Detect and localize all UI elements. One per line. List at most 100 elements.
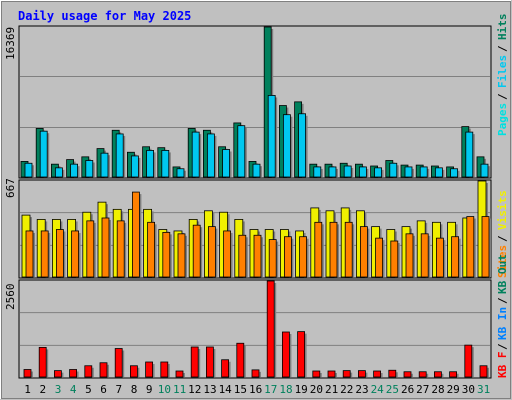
bar-kbytes [357, 370, 366, 378]
bar-kbytes [281, 331, 290, 378]
panel-hits-ymax-label: 16369 [4, 27, 17, 60]
bar-files [282, 114, 291, 178]
bar-kbytes [205, 346, 214, 378]
bar-sites [299, 236, 308, 278]
bar-sites [71, 230, 79, 278]
x-tick-label: 4 [70, 383, 77, 396]
x-tick-label: 6 [100, 383, 107, 396]
bar-sites [177, 233, 186, 278]
panel-kbytes: 2560 KB F / KB In / KB Out [4, 254, 509, 379]
bar-kbytes [129, 365, 138, 378]
bar-sites [101, 217, 110, 278]
bar-kbytes [145, 361, 154, 378]
panel-hits-bars [20, 26, 490, 178]
x-tick-label: 22 [340, 383, 353, 396]
x-tick-label: 23 [355, 383, 368, 396]
bar-kbytes [251, 369, 260, 378]
bar-sites [192, 224, 201, 278]
bar-sites [40, 230, 49, 278]
panel-visits-sites: 667 Sites / Visits [4, 178, 509, 279]
x-tick-label: 5 [85, 383, 92, 396]
bar-kbytes [327, 370, 336, 378]
bar-sites [420, 233, 429, 278]
bar-kbytes [373, 370, 382, 378]
bar-files [161, 150, 170, 178]
bar-files [252, 163, 261, 178]
x-tick-label: 11 [173, 383, 186, 396]
bar-files [115, 133, 124, 178]
x-tick-label: 21 [325, 383, 338, 396]
x-tick-label: 16 [249, 383, 262, 396]
bar-sites [131, 191, 140, 278]
bar-kbytes [84, 365, 93, 378]
bar-files [55, 167, 63, 178]
bar-sites [268, 239, 277, 278]
bar-sites [344, 221, 353, 278]
x-tick-label: 27 [416, 383, 429, 396]
bar-sites [25, 230, 34, 278]
bar-kbytes [449, 371, 458, 378]
bar-kbytes [160, 361, 169, 378]
x-tick-label: 12 [188, 383, 201, 396]
bar-sites [481, 216, 490, 278]
bar-files [313, 166, 322, 178]
bar-files [389, 162, 398, 178]
bar-files [358, 166, 367, 178]
x-tick-label: 2 [39, 383, 46, 396]
bar-kbytes [54, 370, 62, 378]
bar-sites [329, 221, 338, 278]
chart-title: Daily usage for May 2025 [18, 9, 191, 23]
x-tick-label: 14 [219, 383, 233, 396]
bar-files [191, 131, 200, 178]
bar-sites [116, 220, 125, 278]
bar-sites [359, 226, 368, 278]
bar-sites [435, 237, 444, 278]
bar-files [343, 165, 352, 178]
legend-sites: Sites [496, 245, 509, 278]
bar-files [465, 131, 474, 178]
panel-visits-ymax-label: 667 [4, 178, 17, 198]
legend-sep-2: / [496, 45, 509, 52]
panel-kbytes-background [18, 279, 492, 379]
x-tick-label: 24 [371, 383, 385, 396]
x-tick-label: 9 [146, 383, 153, 396]
bar-files [176, 168, 185, 178]
bar-files [298, 113, 307, 178]
x-tick-label: 29 [447, 383, 460, 396]
bar-kbytes [175, 370, 184, 378]
panel-kbytes-ymax-label: 2560 [4, 284, 17, 311]
legend-kb-f: KB F [496, 352, 509, 379]
bar-kbytes [114, 348, 123, 378]
bar-sites [56, 229, 64, 278]
bar-files [146, 150, 155, 178]
x-tick-label: 31 [477, 383, 490, 396]
bar-sites [451, 236, 460, 278]
bar-kbytes [418, 371, 427, 378]
bar-kbytes [479, 365, 488, 378]
x-tick-label: 17 [264, 383, 277, 396]
bar-files [85, 160, 94, 178]
bar-files [450, 168, 459, 178]
legend-sep-1: / [496, 93, 509, 100]
bar-sites [390, 240, 399, 278]
bar-files [24, 162, 33, 178]
bar-files [130, 155, 139, 178]
bar-files [39, 130, 48, 178]
panel-kbytes-bars [23, 280, 489, 378]
panel-kbytes-legend: KB F / KB In / KB Out [496, 254, 509, 378]
bar-sites [238, 234, 247, 278]
legend-kb-out: KB Out [496, 254, 509, 294]
panel-kbytes-gridlines [20, 312, 490, 346]
bar-kbytes [388, 369, 397, 378]
bar-sites [147, 221, 156, 278]
legend-files: Files [496, 55, 509, 88]
bar-files [404, 166, 413, 178]
legend-sep-5: / [496, 297, 509, 304]
x-tick-label: 13 [203, 383, 216, 396]
bar-kbytes [433, 371, 442, 378]
x-tick-label: 10 [158, 383, 171, 396]
panel-hits-legend: Pages / Files / Hits [496, 14, 509, 137]
bar-kbytes [69, 369, 77, 378]
